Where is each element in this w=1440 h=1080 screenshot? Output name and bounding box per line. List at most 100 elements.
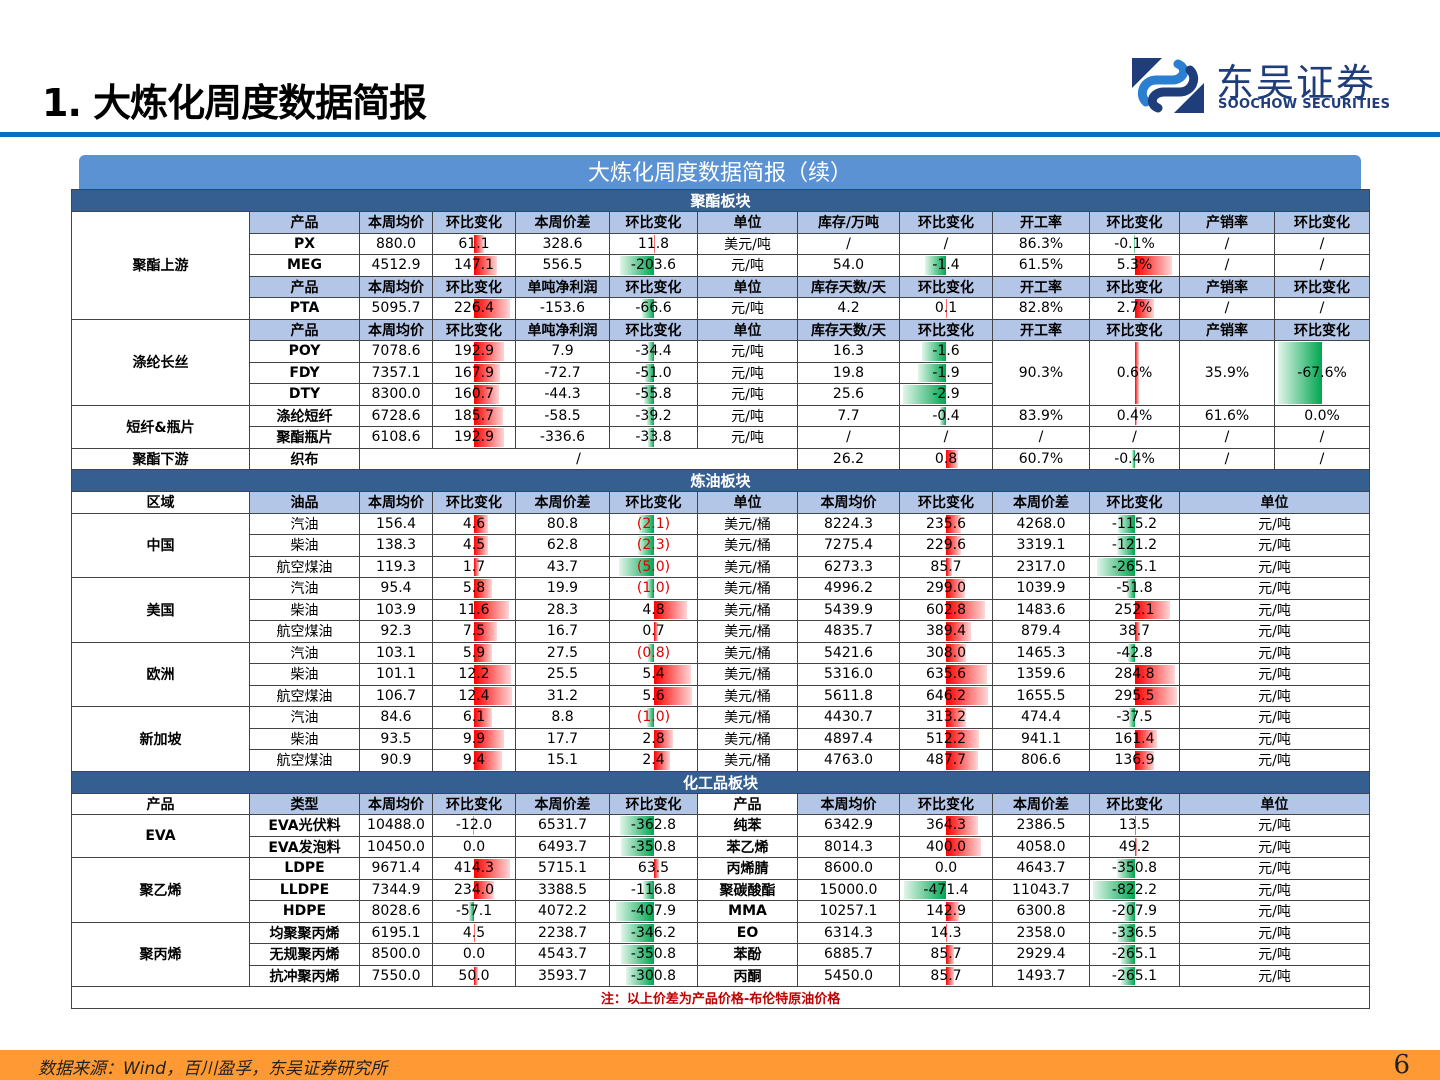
cell-value: 160.7 bbox=[453, 386, 495, 403]
table-cell: 19.9 bbox=[515, 577, 610, 600]
table-cell: 1359.6 bbox=[992, 663, 1090, 686]
cell-value: 聚酯板块 bbox=[690, 192, 751, 210]
table-cell: -2.9 bbox=[899, 383, 993, 406]
data-bar-negative bbox=[1117, 923, 1135, 942]
cell-value: -44.3 bbox=[544, 386, 581, 403]
cell-value: 环比变化 bbox=[446, 495, 502, 512]
data-bar-positive bbox=[946, 751, 978, 770]
table-cell: 汽油 bbox=[249, 706, 360, 729]
data-bar-positive bbox=[653, 859, 660, 878]
table-cell: 6273.3 bbox=[797, 555, 900, 578]
cell-value: 4.5 bbox=[462, 924, 486, 941]
table-cell: 50.0 bbox=[432, 964, 516, 987]
column-header: 环比变化 bbox=[609, 792, 698, 815]
data-bar-negative bbox=[940, 406, 946, 425]
data-bar-negative bbox=[472, 816, 474, 835]
cell-value: 本周价差 bbox=[534, 796, 591, 813]
table-cell: / bbox=[899, 426, 993, 449]
cell-value: 产品 bbox=[290, 279, 319, 296]
cell-value: 开工率 bbox=[1020, 279, 1062, 296]
table-cell: -336.5 bbox=[1089, 921, 1180, 944]
table-cell: 61.1 bbox=[432, 232, 516, 255]
cell-value: 3319.1 bbox=[1016, 537, 1066, 554]
table-cell: 4430.7 bbox=[797, 706, 900, 729]
cell-value: 丙酮 bbox=[733, 968, 762, 985]
data-bar-positive bbox=[946, 622, 972, 641]
cell-value: -350.8 bbox=[630, 838, 677, 855]
data-bar-negative bbox=[1129, 708, 1135, 727]
table-row: 聚酯瓶片 6108.6 192.9 -336.6 -33.8 元/吨 / / / / / / bbox=[72, 426, 1371, 449]
column-header: 产品 bbox=[697, 792, 798, 815]
data-bar-positive bbox=[653, 751, 671, 770]
cell-value: 元/吨 bbox=[1258, 516, 1291, 533]
column-header: 单位 bbox=[697, 491, 798, 514]
cell-value: LDPE bbox=[284, 860, 325, 877]
table-cell: 7357.1 bbox=[359, 361, 433, 384]
table-row: HDPE 8028.6 -57.1 4072.2 -407.9 MMA 10257.1 142… bbox=[72, 900, 1371, 923]
cell-value: 14.3 bbox=[930, 924, 962, 941]
table-cell: -822.2 bbox=[1089, 878, 1180, 901]
column-header: 环比变化 bbox=[432, 211, 516, 234]
table-cell: -265.1 bbox=[1089, 555, 1180, 578]
cell-value: 0.0% bbox=[1304, 407, 1340, 424]
data-bar-negative bbox=[620, 945, 654, 964]
table-cell: -300.8 bbox=[609, 964, 698, 987]
cell-value: 0.0 bbox=[462, 838, 486, 855]
cell-value: -350.8 bbox=[630, 946, 677, 963]
cell-value: 涤纶短纤 bbox=[276, 408, 333, 425]
table-cell: -265.1 bbox=[1089, 943, 1180, 966]
table-cell: 元/吨 bbox=[697, 254, 798, 277]
cell-value: 4543.7 bbox=[538, 946, 587, 963]
table-cell: 美元/桶 bbox=[697, 598, 798, 621]
cell-value: 2.7% bbox=[1116, 300, 1153, 317]
column-header: 环比变化 bbox=[1089, 318, 1180, 341]
data-bar-negative bbox=[469, 902, 474, 921]
table-cell: (2.3) bbox=[609, 534, 698, 557]
data-bar-negative bbox=[647, 643, 654, 662]
table-cell: -58.5 bbox=[515, 404, 610, 427]
cell-value: 环比变化 bbox=[446, 796, 502, 813]
column-header: 环比变化 bbox=[609, 491, 698, 514]
table-cell: 聚酯瓶片 bbox=[249, 426, 360, 449]
column-header: 环比变化 bbox=[609, 275, 698, 298]
cell-value: 235.6 bbox=[925, 515, 967, 532]
cell-value: 元/吨 bbox=[1258, 538, 1291, 555]
table-cell: 0.0 bbox=[432, 835, 516, 858]
cell-value: 美元/桶 bbox=[724, 624, 771, 641]
table-cell: 2358.0 bbox=[992, 921, 1090, 944]
section-title: 炼油板块 bbox=[70, 469, 1371, 492]
column-header: 本周价差 bbox=[515, 491, 610, 514]
table-cell: 6314.3 bbox=[797, 921, 900, 944]
table-cell: 苯乙烯 bbox=[697, 835, 798, 858]
cell-value: 167.9 bbox=[453, 364, 495, 381]
cell-value: 119.3 bbox=[375, 558, 417, 575]
table-cell: 1493.7 bbox=[992, 964, 1090, 987]
table-cell: 60.7% bbox=[992, 447, 1090, 470]
table-cell: / bbox=[1179, 426, 1275, 449]
table-cell: 汽油 bbox=[249, 577, 360, 600]
cell-value: 环比变化 bbox=[1106, 279, 1163, 296]
cell-value: 879.4 bbox=[1020, 623, 1062, 640]
cell-value: 192.9 bbox=[453, 429, 495, 446]
logo-en-text: SOOCHOW SECURITIES bbox=[1218, 97, 1391, 112]
cell-value: 柴油 bbox=[290, 731, 319, 748]
table-cell: 235.6 bbox=[899, 512, 993, 535]
cell-value: -407.9 bbox=[630, 903, 677, 920]
table-cell: 1.7 bbox=[432, 555, 516, 578]
cell-value: 元/吨 bbox=[731, 301, 764, 318]
table-cell: 元/吨 bbox=[1178, 598, 1371, 621]
cell-value: 95.4 bbox=[380, 580, 412, 597]
cell-value: 9.9 bbox=[462, 730, 486, 747]
cell-value: 7275.4 bbox=[824, 537, 873, 554]
table-cell: 美元/桶 bbox=[697, 620, 798, 643]
data-table: 聚酯板块 聚酯上游 产品 本周均价 环比变化 本周价差 环比变化 单位 库存/万吨 环比变化 开工率… bbox=[70, 189, 1371, 1009]
table-cell: 聚碳酸酯 bbox=[697, 878, 798, 901]
cell-value: 单吨净利润 bbox=[527, 322, 598, 339]
data-bar-negative bbox=[646, 708, 654, 727]
table-row: 美国 汽油 95.4 5.8 19.9 (1.0) 美元/桶 4996.2 299.0 1039.… bbox=[71, 577, 1371, 643]
table-cell: 2.7% bbox=[1089, 297, 1180, 320]
cell-value: 142.9 bbox=[925, 903, 967, 920]
data-bar-positive bbox=[1134, 751, 1154, 770]
table-cell: 1483.6 bbox=[992, 598, 1090, 621]
table-cell: 2238.7 bbox=[515, 921, 610, 944]
